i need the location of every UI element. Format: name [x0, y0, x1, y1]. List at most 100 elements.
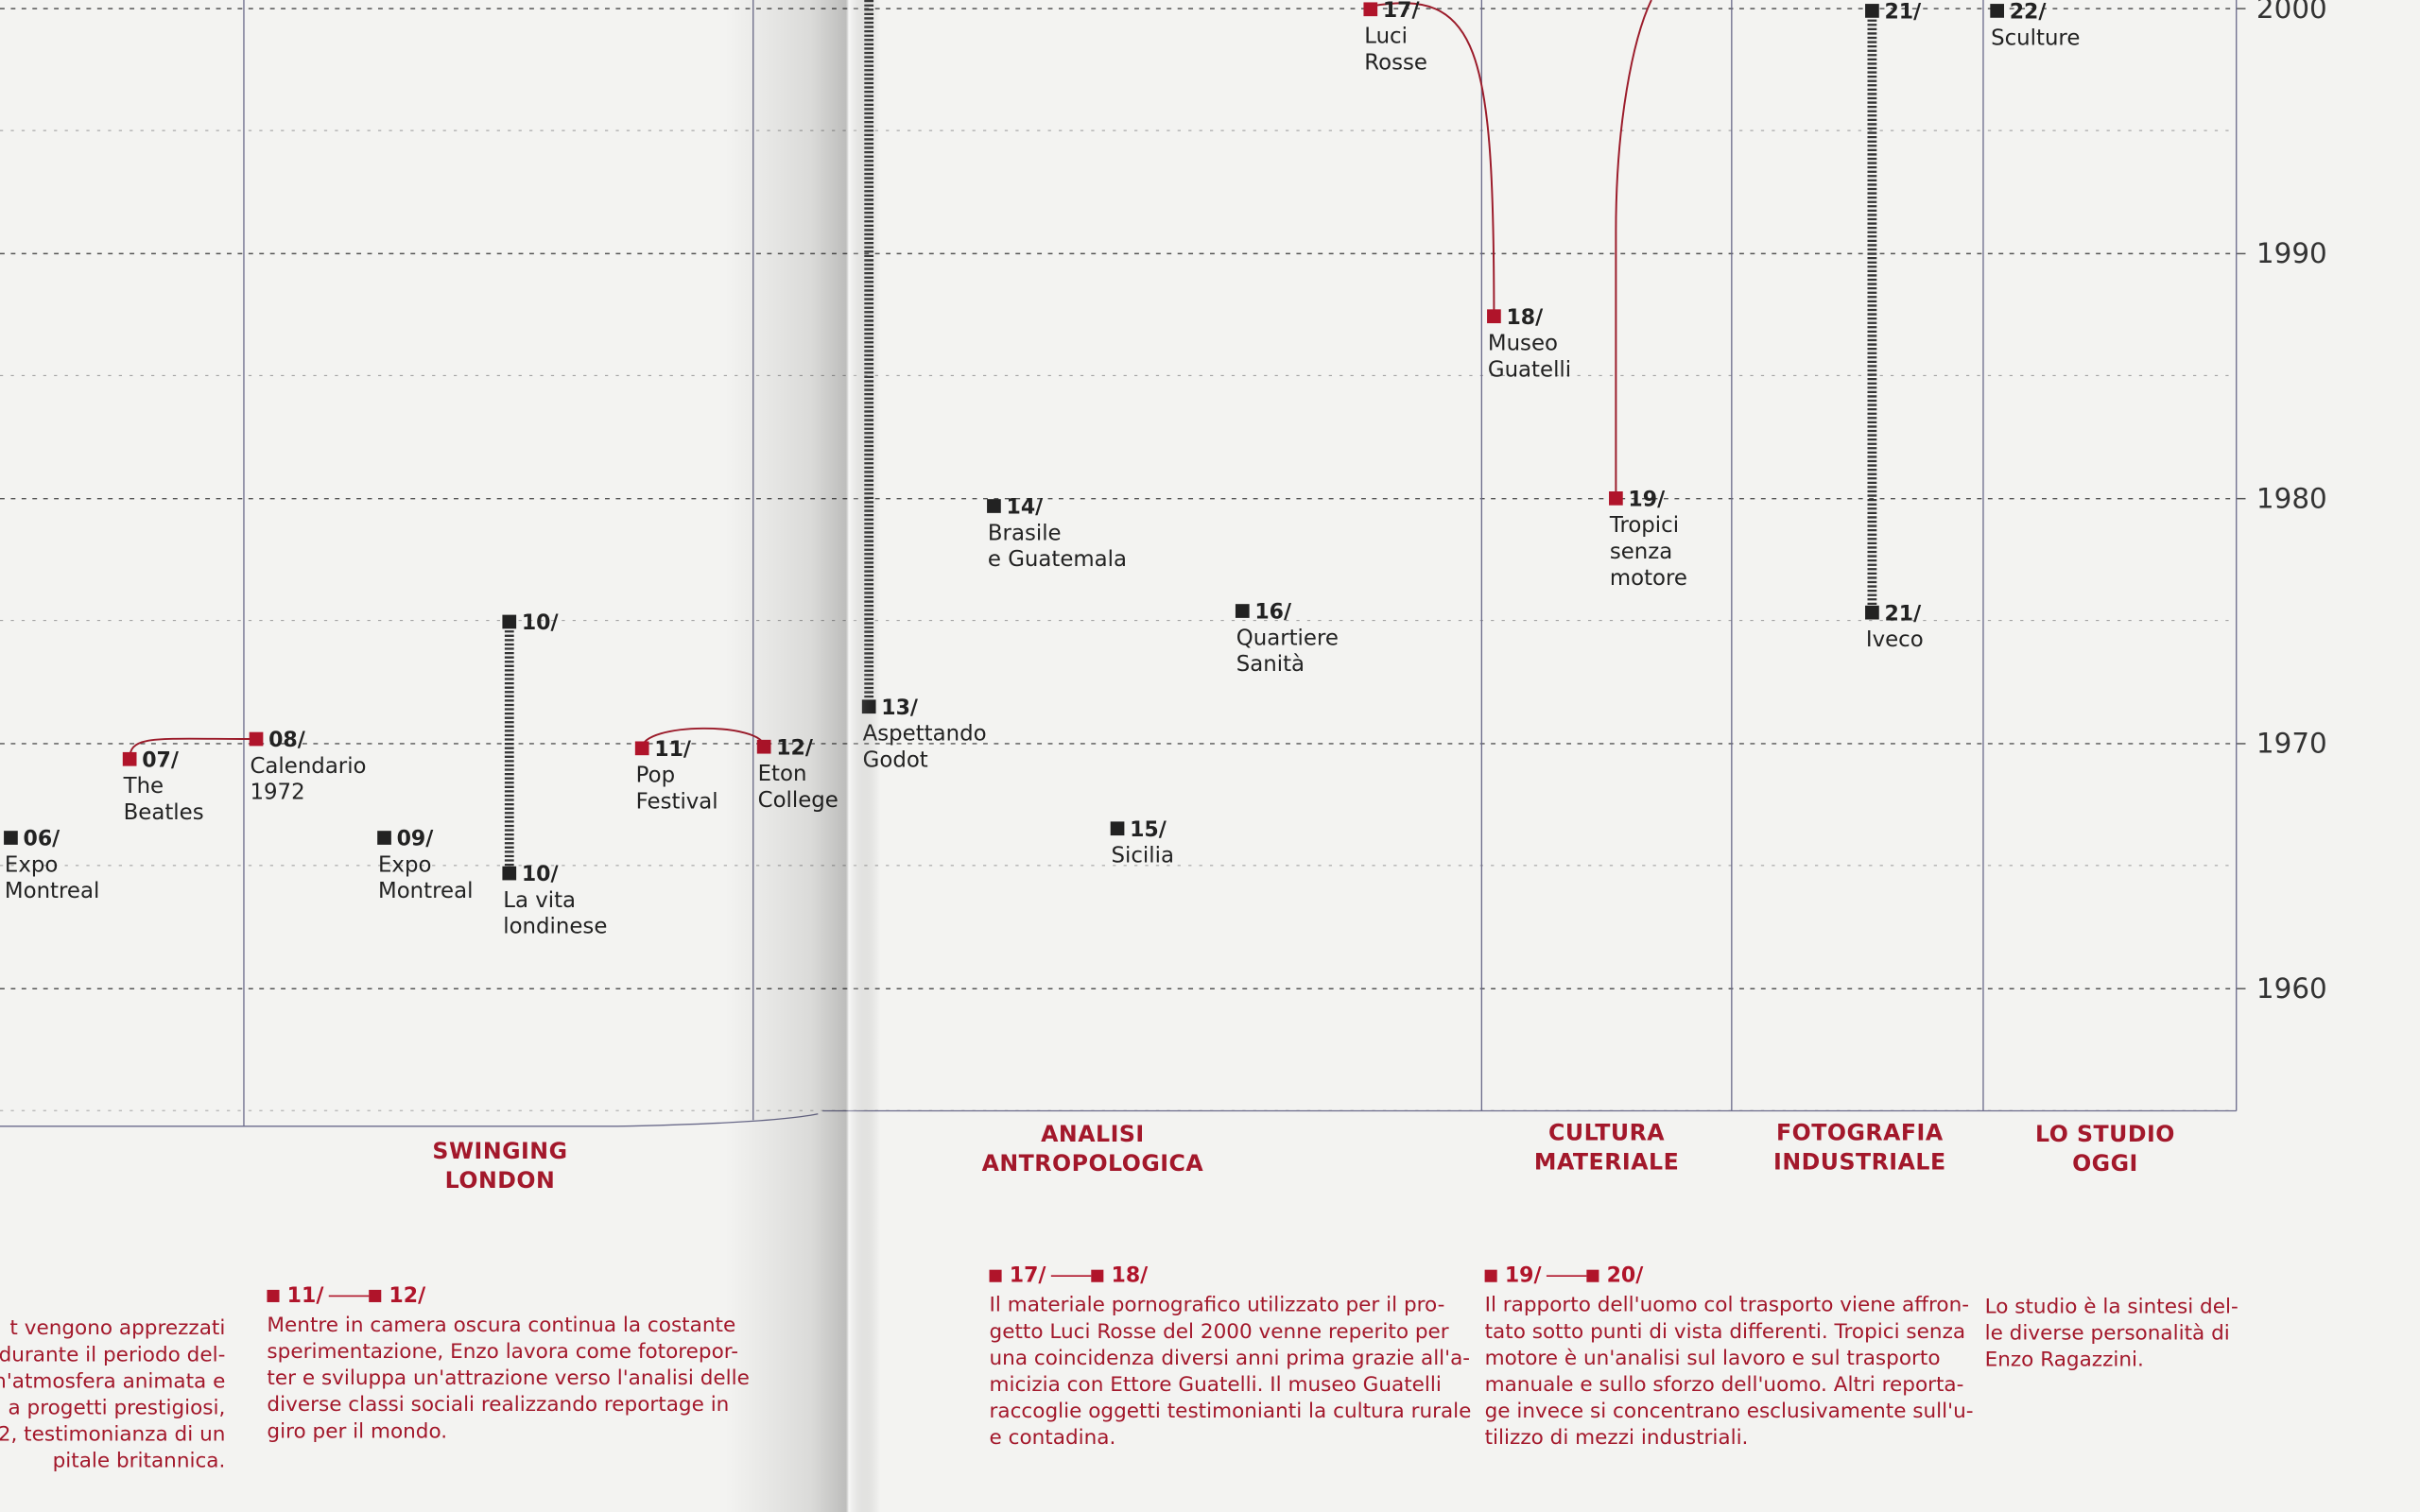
note-to: 18/: [1112, 1264, 1150, 1288]
event-marker: [1487, 309, 1501, 324]
note-marker: [1586, 1269, 1599, 1282]
note-line: micizia con Ettore Guatelli. Il museo Gu…: [990, 1373, 1442, 1397]
event-number: 22/: [2010, 1, 2048, 25]
year-label: 1990: [2256, 237, 2327, 269]
note-marker: [369, 1289, 382, 1302]
event-marker: [122, 751, 137, 766]
event-marker: [1865, 605, 1879, 620]
event-number: 19/: [1628, 489, 1666, 512]
connector: [1615, 0, 1652, 499]
section-heading: ANTROPOLOGICA: [982, 1150, 1204, 1177]
event-label: Brasile: [988, 521, 1062, 545]
note-line: Il rapporto dell'uomo col trasporto vien…: [1485, 1294, 1969, 1317]
event-number: 07/: [142, 748, 180, 772]
event-label: Tropici: [1609, 513, 1679, 538]
note-marker: [267, 1289, 280, 1302]
event-label: Guatelli: [1488, 357, 1571, 382]
note-line: a progetti prestigiosi,: [9, 1396, 226, 1419]
note-marker: [1484, 1269, 1497, 1282]
section-heading: CULTURA: [1548, 1120, 1665, 1146]
event-label: Montreal: [5, 879, 99, 903]
event-marker: [249, 731, 264, 747]
section-heading: OGGI: [2072, 1150, 2138, 1177]
section-heading: ANALISI: [1041, 1121, 1145, 1147]
section-heading: LONDON: [445, 1167, 556, 1194]
note-line: Mentre in camera oscura continua la cost…: [267, 1314, 735, 1337]
note-line: raccoglie oggetti testimonianti la cultu…: [990, 1400, 1472, 1423]
note-line: tato sotto punti di vista differenti. Tr…: [1485, 1320, 1965, 1344]
note-line: ge invece si concentrano esclusivamente …: [1485, 1400, 1974, 1423]
event-label: Pop: [636, 764, 675, 788]
event-marker: [1110, 821, 1125, 836]
note-line: una coincidenza diversi anni prima grazi…: [990, 1347, 1471, 1370]
event-label: Beatles: [124, 800, 204, 825]
note-line: le diverse personalità di: [1985, 1321, 2230, 1345]
event-label: Expo: [378, 852, 431, 877]
event-label: londinese: [503, 915, 607, 939]
event-marker: [1235, 604, 1250, 618]
note-from: 17/: [1010, 1264, 1047, 1288]
event-number: 10/: [522, 863, 560, 886]
event-label: Sicilia: [1112, 844, 1174, 868]
note-line: giro per il mondo.: [267, 1419, 447, 1443]
event-number: 16/: [1254, 601, 1292, 625]
year-label: 1980: [2256, 482, 2327, 514]
section-heading: FOTOGRAFIA: [1776, 1120, 1944, 1146]
event-number: 08/: [268, 729, 306, 752]
event-label: Museo: [1488, 332, 1558, 356]
event-marker: [987, 499, 1001, 513]
note-to: 12/: [389, 1284, 426, 1308]
event-marker: [634, 741, 649, 756]
event-number: 13/: [881, 696, 919, 720]
gutter-shadow: [725, 0, 880, 1512]
event-marker: [502, 866, 517, 881]
event-number: 21/: [1884, 1, 1922, 25]
event-number: 11/: [654, 738, 692, 762]
event-label: Festival: [636, 790, 718, 815]
note-marker: [989, 1269, 1002, 1282]
grid: 2000 1990 1980 1970 1960: [0, 0, 2327, 1111]
event-number: 10/: [522, 611, 560, 635]
event-number: 06/: [23, 828, 60, 851]
note-line: t vengono apprezzati: [9, 1316, 225, 1340]
event-label: Iveco: [1866, 627, 1924, 652]
event-label: Aspettando: [863, 722, 987, 747]
event-label: La vita: [503, 888, 576, 913]
note-line: Lo studio è la sintesi del-: [1985, 1295, 2238, 1318]
event-marker: [4, 831, 18, 845]
event-label: Sculture: [1991, 26, 2080, 50]
note-from: 11/: [287, 1284, 325, 1308]
event-label: e Guatemala: [988, 547, 1127, 572]
connector: [129, 737, 257, 760]
section-headings: SWINGING LONDON ANALISI ANTROPOLOGICA CULTUR…: [432, 1120, 2174, 1194]
note-line: pitale britannica.: [53, 1450, 226, 1473]
section-heading: LO STUDIO: [2035, 1121, 2175, 1147]
note-line: durante il periodo del-: [0, 1343, 225, 1366]
notes: t vengono apprezzati durante il periodo d…: [0, 1264, 2238, 1473]
event-marker: [1363, 2, 1378, 17]
year-label: 2000: [2256, 0, 2327, 25]
note-line: tilizzo di mezzi industriali.: [1485, 1426, 1749, 1450]
event-number: 14/: [1006, 496, 1044, 520]
event-marker: [377, 831, 391, 845]
section-heading: SWINGING: [432, 1138, 567, 1164]
event-label: Montreal: [378, 879, 473, 903]
event-label: The: [123, 774, 164, 799]
event-label: 1972: [250, 781, 304, 805]
note-marker: [1091, 1269, 1104, 1282]
event-label: Quartiere: [1236, 626, 1339, 650]
note-line: manuale e sullo sforzo dell'uomo. Altri …: [1485, 1373, 1964, 1397]
event-marker: [1990, 4, 2004, 18]
event-label: Rosse: [1364, 50, 1427, 75]
event-marker: [1865, 4, 1879, 18]
event-number: 17/: [1383, 0, 1421, 23]
event-number: 21/: [1884, 602, 1922, 626]
event-label: motore: [1610, 566, 1687, 591]
section-heading: MATERIALE: [1534, 1149, 1679, 1176]
event-label: Calendario: [250, 754, 366, 779]
note-line: ter e sviluppa un'attrazione verso l'ana…: [267, 1366, 749, 1390]
year-label: 1960: [2256, 972, 2327, 1005]
